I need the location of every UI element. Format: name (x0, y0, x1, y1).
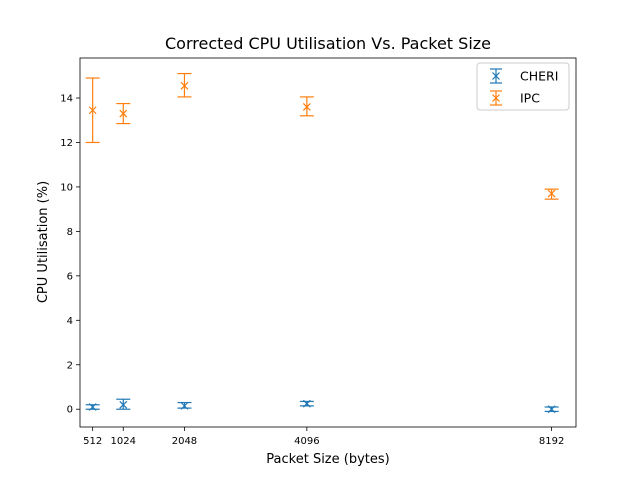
chart-title: Corrected CPU Utilisation Vs. Packet Siz… (165, 34, 491, 53)
marker-stroke (88, 106, 97, 115)
data-point (302, 399, 311, 408)
data-point (180, 401, 189, 410)
data-point (547, 189, 556, 198)
marker-stroke (119, 109, 128, 118)
legend-box (476, 62, 570, 111)
x-tick-label: 2048 (172, 436, 197, 447)
plot-area: 512 1024 2048 4096 8192 0 2 4 6 8 10 12 14 (60, 57, 577, 447)
data-point (88, 403, 97, 411)
y-tick-label: 8 (67, 227, 73, 238)
legend-label: IPC (520, 91, 540, 106)
series-cheri (85, 398, 559, 414)
data-point (547, 405, 556, 414)
legend-entry-ipc: IPC (490, 90, 540, 106)
x-tick-label: 8192 (539, 436, 564, 447)
marker-stroke (302, 102, 311, 111)
x-tick-label: 1024 (111, 436, 136, 447)
series-ipc (85, 72, 559, 200)
data-point (88, 106, 97, 115)
legend: CHERI IPC (476, 62, 570, 111)
x-axis-label: Packet Size (bytes) (266, 452, 389, 467)
marker-stroke (88, 403, 97, 411)
marker-stroke (547, 189, 556, 198)
legend-label: CHERI (520, 69, 558, 84)
marker-stroke (180, 81, 189, 90)
data-point (302, 102, 311, 111)
x-tick-label: 4096 (294, 436, 319, 447)
y-tick-label: 4 (67, 316, 73, 327)
y-tick-label: 14 (60, 94, 73, 105)
y-tick-label: 10 (60, 182, 73, 193)
legend-marker (492, 72, 500, 80)
data-point (180, 81, 189, 90)
y-tick-label: 12 (60, 138, 73, 149)
legend-entry-cheri: CHERI (490, 68, 558, 84)
y-tick-label: 6 (67, 271, 73, 282)
marker-stroke (180, 401, 189, 410)
axes-frame (79, 57, 577, 428)
data-point (119, 109, 128, 118)
marker-stroke (302, 399, 311, 408)
marker-stroke (119, 400, 128, 409)
y-tick-label: 0 (67, 405, 73, 416)
marker-stroke (547, 405, 556, 414)
x-tick-label: 512 (83, 436, 102, 447)
legend-marker (492, 94, 500, 102)
y-tick-label: 2 (67, 360, 73, 371)
y-axis-label: CPU Utilisation (%) (36, 181, 51, 303)
data-point (119, 400, 128, 409)
